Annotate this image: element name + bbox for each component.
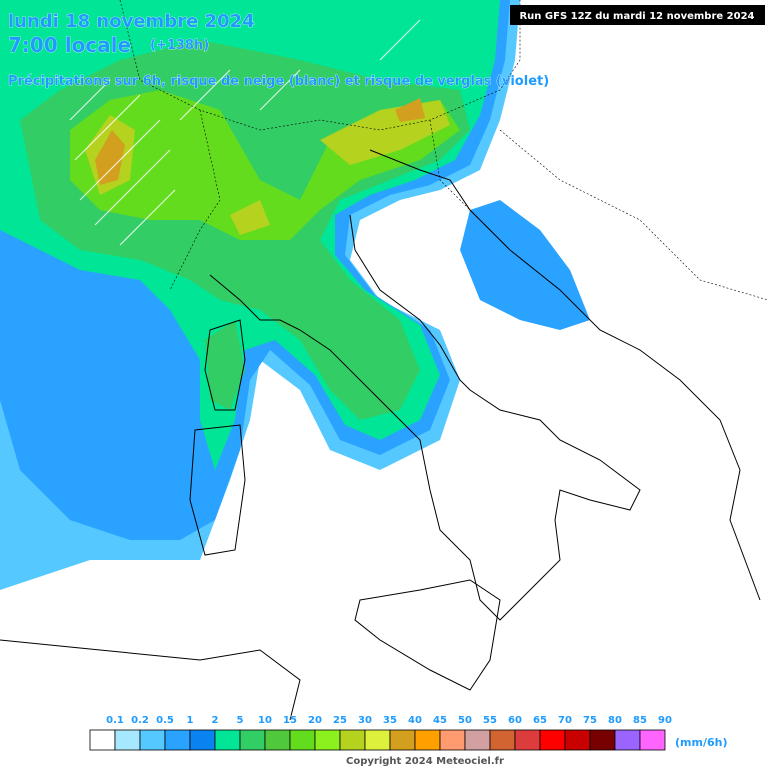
legend: 0.1 0.2 0.5 1 2 5 10 15 20 25 30 35 40 45 50 55 60 65 70 75… xyxy=(89,715,672,751)
legend-label: 85 xyxy=(633,715,647,726)
legend-swatch xyxy=(289,729,316,751)
run-info: Run GFS 12Z du mardi 12 novembre 2024 xyxy=(519,11,754,22)
legend-swatch xyxy=(639,729,666,751)
legend-swatch xyxy=(114,729,141,751)
legend-label: 15 xyxy=(283,715,297,726)
legend-label: 0.2 xyxy=(131,715,149,726)
legend-swatch xyxy=(189,729,216,751)
copyright: Copyright 2024 Meteociel.fr xyxy=(346,756,504,767)
legend-label: 5 xyxy=(237,715,244,726)
borders xyxy=(119,0,768,301)
precip-field xyxy=(0,0,590,590)
legend-swatch xyxy=(489,729,516,751)
legend-swatch xyxy=(439,729,466,751)
legend-swatch xyxy=(464,729,491,751)
legend-swatch xyxy=(564,729,591,751)
legend-label: 1 xyxy=(187,715,194,726)
legend-swatch xyxy=(139,729,166,751)
run-box xyxy=(510,5,765,25)
legend-swatch xyxy=(514,729,541,751)
lead-time: (+138h) xyxy=(150,38,209,53)
legend-swatch xyxy=(339,729,366,751)
legend-swatch xyxy=(214,729,241,751)
legend-label: 0.5 xyxy=(156,715,174,726)
coastlines xyxy=(0,149,761,721)
legend-label: 40 xyxy=(408,715,422,726)
legend-label: 25 xyxy=(333,715,347,726)
legend-label: 65 xyxy=(533,715,547,726)
snow-hatch xyxy=(69,19,421,246)
legend-label: 55 xyxy=(483,715,497,726)
legend-swatch xyxy=(264,729,291,751)
legend-swatch xyxy=(314,729,341,751)
legend-swatch xyxy=(389,729,416,751)
date: lundi 18 novembre 2024 xyxy=(8,11,255,32)
legend-swatch xyxy=(89,729,116,751)
legend-unit: (mm/6h) xyxy=(675,736,727,749)
legend-swatch xyxy=(614,729,641,751)
legend-label: 50 xyxy=(458,715,472,726)
legend-swatch xyxy=(589,729,616,751)
legend-swatch xyxy=(414,729,441,751)
legend-label: 30 xyxy=(358,715,372,726)
legend-label: 10 xyxy=(258,715,272,726)
time: 7:00 locale xyxy=(8,33,131,57)
legend-label: 75 xyxy=(583,715,597,726)
legend-label: 45 xyxy=(433,715,447,726)
legend-label: 80 xyxy=(608,715,622,726)
legend-label: 90 xyxy=(658,715,672,726)
legend-label: 0.1 xyxy=(106,715,124,726)
legend-label: 70 xyxy=(558,715,572,726)
legend-label: 60 xyxy=(508,715,522,726)
legend-label: 20 xyxy=(308,715,322,726)
legend-swatch xyxy=(164,729,191,751)
legend-swatch xyxy=(364,729,391,751)
legend-swatch xyxy=(539,729,566,751)
legend-swatch xyxy=(239,729,266,751)
legend-label: 2 xyxy=(212,715,219,726)
subtitle: Précipitations sur 6h, risque de neige (… xyxy=(8,74,549,89)
legend-label: 35 xyxy=(383,715,397,726)
